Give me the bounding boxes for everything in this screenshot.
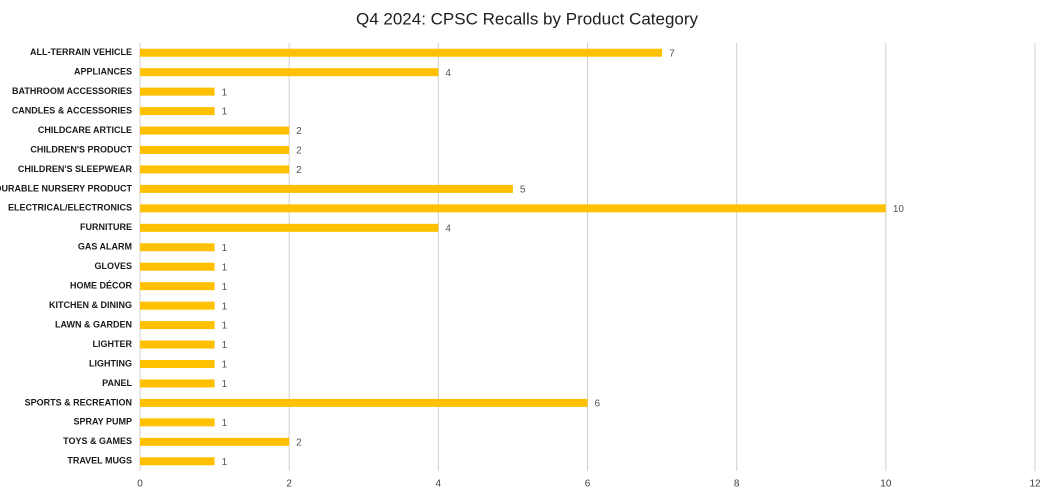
x-tick-label: 6 — [585, 479, 591, 490]
bar — [140, 165, 290, 174]
chart-title: Q4 2024: CPSC Recalls by Product Categor… — [356, 9, 699, 28]
value-label: 2 — [296, 165, 302, 176]
bar — [140, 340, 215, 349]
y-tick-label: CHILDREN'S SLEEPWEAR — [18, 164, 133, 174]
x-tick-label: 12 — [1029, 479, 1041, 490]
value-label: 7 — [669, 48, 675, 59]
value-label: 4 — [445, 68, 451, 79]
value-label: 6 — [595, 399, 601, 410]
y-tick-label: DURABLE NURSERY PRODUCT — [0, 183, 132, 193]
bar — [140, 184, 513, 193]
value-label: 1 — [222, 87, 228, 98]
bar — [140, 321, 215, 330]
bar — [140, 457, 215, 466]
value-label: 1 — [222, 107, 228, 118]
value-label: 2 — [296, 126, 302, 137]
x-tick-label: 4 — [436, 479, 442, 490]
bar — [140, 243, 215, 252]
bar — [140, 87, 215, 96]
y-tick-label: LIGHTER — [93, 339, 133, 349]
x-tick-label: 10 — [880, 479, 892, 490]
value-label: 1 — [222, 340, 228, 351]
y-tick-label: ALL-TERRAIN VEHICLE — [30, 47, 132, 57]
x-tick-label: 8 — [734, 479, 740, 490]
bar — [140, 379, 215, 388]
value-label: 1 — [222, 301, 228, 312]
bar — [140, 48, 663, 57]
bar — [140, 418, 215, 427]
y-tick-label: TOYS & GAMES — [63, 436, 132, 446]
value-label: 1 — [222, 379, 228, 390]
y-tick-label: LIGHTING — [89, 358, 132, 368]
bar — [140, 262, 215, 271]
value-label: 2 — [296, 437, 302, 448]
value-label: 1 — [222, 418, 228, 429]
y-tick-label: TRAVEL MUGS — [67, 456, 132, 466]
value-label: 1 — [222, 282, 228, 293]
y-tick-label: KITCHEN & DINING — [49, 300, 132, 310]
value-label: 10 — [893, 204, 905, 215]
bar — [140, 107, 215, 116]
bar — [140, 146, 290, 154]
y-tick-label: CHILDREN'S PRODUCT — [30, 144, 132, 154]
value-label: 1 — [222, 243, 228, 254]
value-label: 1 — [222, 457, 228, 468]
y-tick-label: GAS ALARM — [78, 242, 132, 252]
bar — [140, 398, 588, 407]
bar — [140, 223, 439, 232]
x-tick-label: 0 — [137, 479, 143, 490]
bar — [140, 126, 290, 135]
y-tick-label: GLOVES — [94, 261, 132, 271]
value-label: 5 — [520, 185, 526, 196]
bar — [140, 360, 215, 368]
y-tick-label: SPORTS & RECREATION — [25, 397, 132, 407]
y-tick-label: BATHROOM ACCESSORIES — [12, 86, 132, 96]
bar — [140, 204, 886, 213]
bar — [140, 282, 215, 291]
y-tick-label: CANDLES & ACCESSORIES — [12, 105, 132, 115]
bar — [140, 68, 439, 77]
value-label: 1 — [222, 321, 228, 332]
y-tick-label: HOME DÉCOR — [70, 281, 133, 291]
y-tick-label: CHILDCARE ARTICLE — [38, 125, 132, 135]
y-tick-label: PANEL — [102, 378, 132, 388]
bar — [140, 301, 215, 310]
y-tick-label: SPRAY PUMP — [73, 417, 132, 427]
value-label: 4 — [445, 223, 451, 234]
x-tick-label: 2 — [286, 479, 292, 490]
value-label: 2 — [296, 146, 302, 157]
bar — [140, 437, 290, 446]
value-label: 1 — [222, 262, 228, 273]
y-tick-label: LAWN & GARDEN — [55, 319, 132, 329]
y-tick-label: ELECTRICAL/ELECTRONICS — [8, 203, 132, 213]
y-tick-label: FURNITURE — [80, 222, 132, 232]
value-label: 1 — [222, 360, 228, 371]
y-tick-label: APPLIANCES — [74, 67, 132, 77]
